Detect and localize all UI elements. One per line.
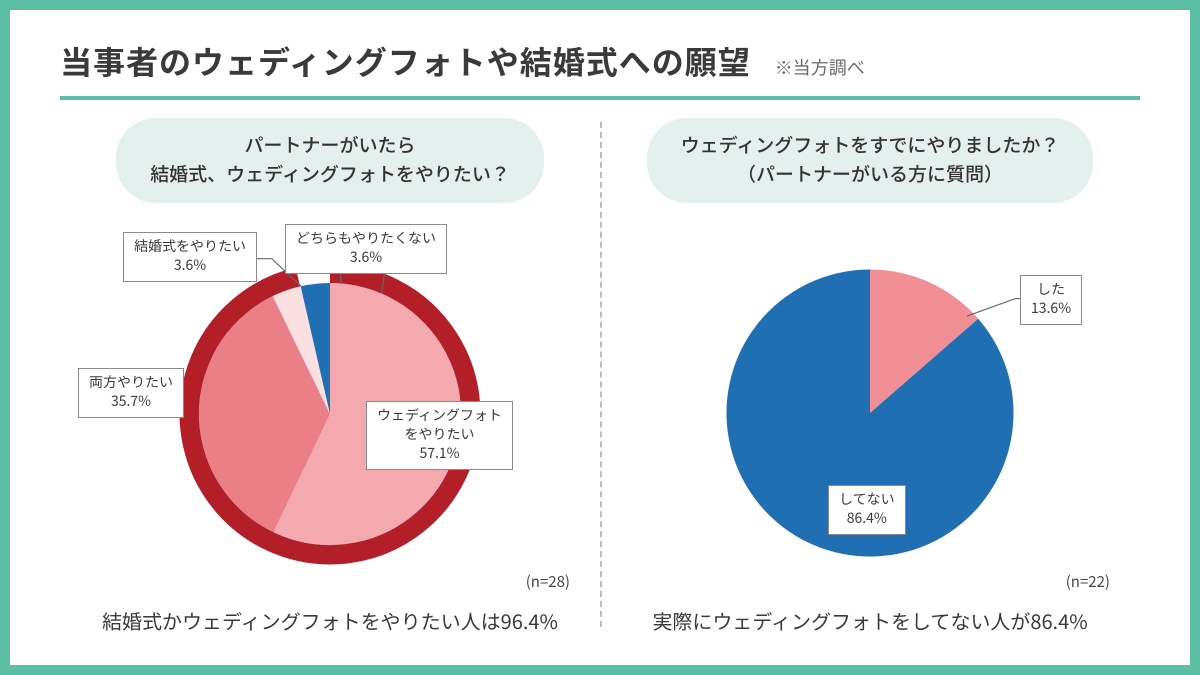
label-text: どちらもやりたくない (296, 228, 436, 248)
right-n-label: (n=22) (1066, 571, 1110, 592)
source-note: ※当方調べ (775, 54, 865, 80)
left-label-neither: どちらもやりたくない 3.6% (285, 224, 447, 274)
left-question-line1: パートナーがいたら (244, 131, 415, 158)
left-label-photo: ウェディングフォトをやりたい 57.1% (366, 401, 513, 470)
label-pct: 3.6% (134, 256, 246, 275)
left-question-pill: パートナーがいたら 結婚式、ウェディングフォトをやりたい？ (116, 118, 544, 203)
label-text: した (1037, 279, 1065, 299)
left-column: パートナーがいたら 結婚式、ウェディングフォトをやりたい？ どちらもやりたくない (60, 114, 600, 635)
left-n-label: (n=28) (526, 571, 570, 592)
page-title: 当事者のウェディングフォトや結婚式への願望 (60, 38, 751, 84)
label-text: してない (839, 489, 895, 509)
label-text: ウェディングフォトをやりたい (377, 405, 502, 444)
left-question-line2: 結婚式、ウェディングフォトをやりたい？ (150, 160, 510, 187)
columns: パートナーがいたら 結婚式、ウェディングフォトをやりたい？ どちらもやりたくない (60, 114, 1140, 635)
right-column: ウェディングフォトをすでにやりましたか？ （パートナーがいる方に質問） した 1… (600, 114, 1140, 635)
title-bar: 当事者のウェディングフォトや結婚式への願望 ※当方調べ (60, 38, 1140, 96)
label-text: 結婚式をやりたい (134, 236, 246, 256)
left-label-ceremony: 結婚式をやりたい 3.6% (123, 232, 257, 282)
label-pct: 13.6% (1031, 299, 1071, 318)
left-label-both: 両方やりたい 35.7% (78, 368, 184, 418)
label-pct: 35.7% (89, 392, 173, 411)
frame: 当事者のウェディングフォトや結婚式への願望 ※当方調べ パートナーがいたら 結婚… (0, 0, 1200, 675)
label-pct: 57.1% (377, 444, 502, 463)
right-question-line1: ウェディングフォトをすでにやりましたか？ (681, 131, 1060, 158)
label-pct: 86.4% (839, 509, 895, 528)
right-label-no: してない 86.4% (828, 485, 906, 535)
label-pct: 3.6% (296, 248, 436, 267)
left-chart-area: どちらもやりたくない 3.6% 結婚式をやりたい 3.6% 両方やりたい 35.… (60, 203, 600, 604)
left-summary: 結婚式かウェディングフォトをやりたい人は96.4% (102, 606, 558, 635)
title-underline (60, 96, 1140, 100)
right-summary: 実際にウェディングフォトをしてない人が86.4% (652, 606, 1087, 635)
right-label-yes: した 13.6% (1020, 275, 1082, 325)
right-question-line2: （パートナーがいる方に質問） (737, 160, 1003, 187)
label-text: 両方やりたい (89, 372, 173, 392)
right-chart-area: した 13.6% してない 86.4% (n=22) (600, 203, 1140, 604)
right-question-pill: ウェディングフォトをすでにやりましたか？ （パートナーがいる方に質問） (647, 118, 1094, 203)
